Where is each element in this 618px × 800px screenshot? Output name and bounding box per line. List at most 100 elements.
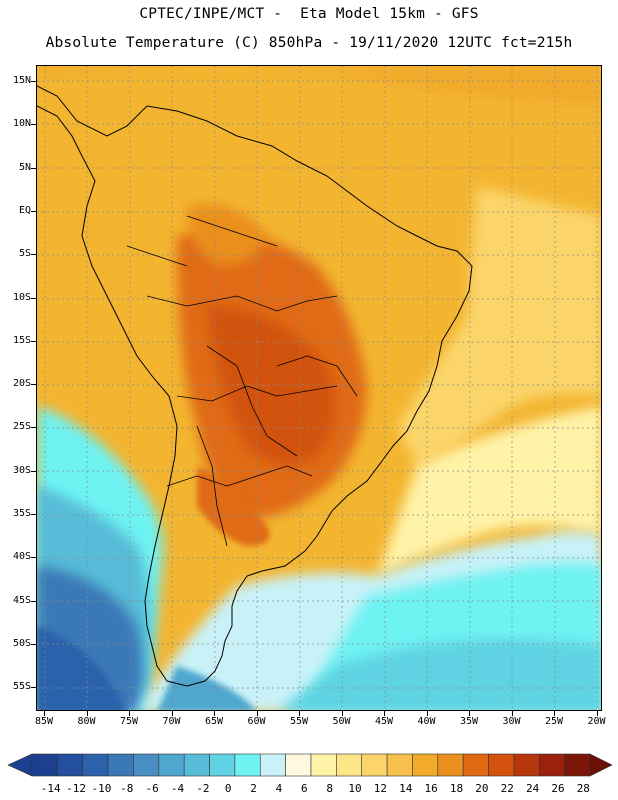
colorbar-swatch xyxy=(336,753,363,777)
colorbar-label: -6 xyxy=(145,782,159,795)
lon-tick xyxy=(469,711,470,716)
lat-tick xyxy=(31,557,36,559)
south-atlantic-blue-area xyxy=(279,639,601,710)
drake-passage-cold xyxy=(157,666,256,710)
lon-tick xyxy=(426,711,428,716)
lon-tick xyxy=(384,711,385,716)
lat-label-15n: 15N xyxy=(12,75,31,86)
lon-tick xyxy=(554,711,555,716)
colorbar-label: 28 xyxy=(576,782,590,795)
colorbar-swatch xyxy=(107,753,134,777)
country-borders xyxy=(126,215,358,547)
lat-tick xyxy=(31,514,36,515)
colorbar-label: 10 xyxy=(348,782,362,795)
colorbar-label: -12 xyxy=(66,782,86,795)
colorbar-label: 26 xyxy=(551,782,565,795)
lat-tick xyxy=(31,297,36,299)
colorbar-swatch xyxy=(361,753,388,777)
continental-hotter-core xyxy=(207,306,335,464)
colorbar-swatch xyxy=(183,753,210,777)
south-america-coastline xyxy=(37,85,473,687)
colorbar-label: -8 xyxy=(120,782,134,795)
lat-tick xyxy=(31,687,36,689)
lon-tick xyxy=(596,711,598,716)
lat-label-eq: EQ xyxy=(18,204,31,216)
colorbar-swatch xyxy=(488,753,515,777)
southern-coldest-area xyxy=(37,626,127,710)
lat-label-25s: 25S xyxy=(12,421,31,433)
lon-tick xyxy=(511,711,513,716)
lon-label-50w: 50W xyxy=(332,716,351,727)
lon-label-40w: 40W xyxy=(417,716,436,727)
lon-tick xyxy=(299,711,300,716)
colorbar-label: 24 xyxy=(525,782,540,795)
lon-tick xyxy=(256,711,258,716)
lat-tick xyxy=(31,210,36,212)
lat-label-35s: 35S xyxy=(12,508,31,519)
lon-label-80w: 80W xyxy=(77,716,96,727)
colorbar-label: 2 xyxy=(250,782,257,795)
temperature-colorbar xyxy=(0,750,618,800)
lon-tick xyxy=(129,711,130,716)
lat-label-5s: 5S xyxy=(18,248,31,260)
lat-tick xyxy=(31,124,36,126)
graticule xyxy=(37,66,601,710)
lon-tick xyxy=(86,711,88,716)
lon-tick xyxy=(171,711,173,716)
lat-label-10s: 10S xyxy=(12,291,31,303)
lat-tick xyxy=(31,470,36,472)
colorbar-label: 20 xyxy=(475,782,489,795)
colorbar-label: -2 xyxy=(196,782,210,795)
lat-tick xyxy=(31,384,36,386)
colorbar-label: 16 xyxy=(424,782,438,795)
colorbar-min-arrow xyxy=(7,753,33,777)
lat-label-50s: 50S xyxy=(12,637,31,649)
lat-label-15s: 15S xyxy=(12,334,31,346)
colorbar-swatch xyxy=(82,753,109,777)
atlantic-yellow-area xyxy=(397,186,601,466)
lon-label-25w: 25W xyxy=(544,716,564,727)
lat-label-55s: 55S xyxy=(12,681,31,693)
colorbar-max-arrow xyxy=(589,753,613,777)
lat-label-45s: 45S xyxy=(12,594,31,606)
lon-label-35w: 35W xyxy=(459,716,479,727)
lon-label-20w: 20W xyxy=(587,716,606,727)
lon-label-45w: 45W xyxy=(374,716,394,727)
colorbar-swatch xyxy=(437,753,464,777)
lat-tick xyxy=(31,254,36,256)
lat-tick xyxy=(31,600,36,602)
colorbar-swatch xyxy=(538,753,565,777)
lon-label-85w: 85W xyxy=(34,716,54,727)
lat-tick xyxy=(31,81,36,82)
lat-label-5n: 5N xyxy=(18,161,31,173)
colorbar-swatch xyxy=(57,753,84,777)
colorbar-label: -14 xyxy=(40,782,61,795)
map-title-line2: Absolute Temperature (C) 850hPa - 19/11/… xyxy=(45,35,573,51)
colorbar-label: 18 xyxy=(449,782,464,795)
colorbar-swatch xyxy=(209,753,236,777)
lon-tick xyxy=(44,711,45,716)
lat-label-40s: 40S xyxy=(12,551,31,563)
lat-label-20s: 20S xyxy=(12,378,31,390)
lon-tick xyxy=(341,711,343,716)
colorbar-swatch xyxy=(564,753,591,777)
lon-label-65w: 65W xyxy=(204,716,224,727)
lon-label-55w: 55W xyxy=(289,716,309,727)
colorbar-swatch xyxy=(310,753,337,777)
map-title-line1: CPTEC/INPE/MCT - Eta Model 15km - GFS xyxy=(139,6,479,22)
lon-label-75w: 75W xyxy=(119,716,139,727)
colorbar-swatch xyxy=(386,753,413,777)
lat-tick xyxy=(31,427,36,429)
colorbar-swatch xyxy=(133,753,160,777)
lat-tick xyxy=(31,643,36,645)
colorbar-label: 6 xyxy=(301,782,308,795)
colorbar-label: 14 xyxy=(399,782,413,795)
north-warm-band xyxy=(37,66,601,106)
colorbar-swatch xyxy=(513,753,540,777)
colorbar-label: -4 xyxy=(170,782,185,795)
temperature-map[interactable] xyxy=(36,65,602,711)
colorbar-swatch xyxy=(285,753,312,777)
lon-tick xyxy=(214,711,215,716)
colorbar-label: 0 xyxy=(224,782,232,795)
colorbar-swatch xyxy=(412,753,439,777)
